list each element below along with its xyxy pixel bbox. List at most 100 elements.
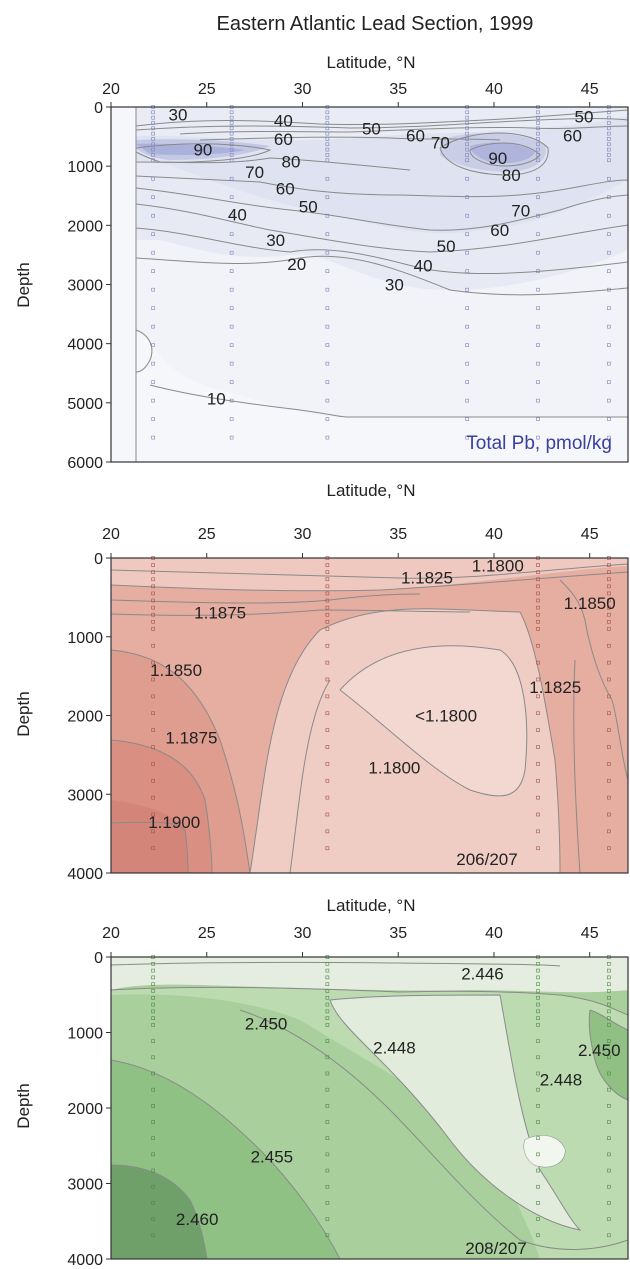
panel2-sample-marker (536, 660, 540, 665)
panel3-sample-marker (536, 1002, 540, 1007)
panel2-contour-1825 (249, 608, 521, 874)
panel1-contour-label: 80 (282, 152, 301, 171)
panel3-sample-marker (325, 1023, 330, 1027)
panel2-contour-b (110, 571, 629, 592)
panel2-sample-marker (325, 612, 330, 617)
panel3-sample-marker (151, 1023, 155, 1027)
panel1-sample-marker (229, 361, 234, 366)
panel2-sample-marker (325, 570, 330, 574)
panel3-contour-labels: 2.446 2.450 2.448 2.450 2.448 2.455 2.460 (176, 965, 621, 1229)
panel1-sample-marker (607, 306, 611, 310)
panel1-sample-marker (465, 232, 469, 237)
panel3-contour-east-b (588, 1009, 629, 1101)
panel3-sample-marker (325, 1152, 330, 1157)
panel2-sample-marker (325, 745, 330, 749)
panel2-sample-marker (536, 570, 540, 574)
panel1-sample-marker (325, 153, 330, 157)
panel1-sample-marker (465, 115, 469, 120)
panel1-sample-marker (151, 343, 155, 347)
panel2-sample-marker (325, 627, 330, 631)
panel2-contour-east (559, 579, 629, 781)
panel3-sample-marker (607, 961, 611, 966)
panel2-sample-marker (325, 619, 330, 624)
panel3-sample-marker (325, 1009, 330, 1014)
panel2-contour-1825-east (519, 611, 561, 874)
panel2-contour-label: 1.1825 (529, 678, 581, 697)
panel2-sample-marker (536, 627, 540, 631)
panel3-sample-marker (536, 1136, 540, 1140)
panel3-sample-marker (325, 995, 330, 1000)
panel1-contour-label: 30 (385, 276, 404, 295)
panel1-contour-label: 40 (274, 112, 293, 131)
panel1-sample-marker (229, 269, 234, 273)
panel1-contour-label: 90 (488, 149, 507, 168)
panel2-band-below-1180 (340, 645, 527, 796)
panel1-sample-marker (607, 158, 611, 163)
panel1-sample-marker (229, 142, 234, 147)
panel2-x-tick-label: 20 (102, 526, 120, 543)
panel3-sample-marker (607, 1152, 611, 1157)
panel1-contour-label: 10 (207, 390, 226, 409)
panel1-contour-label: 60 (490, 221, 509, 240)
panel1-sample-marker (151, 269, 155, 273)
panel3-sample-marker (325, 1039, 330, 1043)
panel3-sample-marker (151, 1136, 155, 1140)
panel3-sample-marker (325, 1002, 330, 1007)
panel1-sample-marker (465, 153, 469, 157)
panel1-y-tick-label: 5000 (67, 396, 103, 413)
panel2-sample-marker (607, 612, 611, 617)
panel2-sample-marker (325, 660, 330, 665)
panel1-x-axis-label: Latitude, °N (326, 53, 415, 72)
panel3-sample-marker (151, 1184, 155, 1189)
panel3-sample-marker (536, 1039, 540, 1043)
panel3-sample-marker (325, 1104, 330, 1108)
panel1-sample-marker (465, 121, 469, 125)
panel2-sample-marker (325, 728, 330, 732)
panel1-sample-marker (607, 250, 611, 255)
panel2-sample-marker (325, 762, 330, 766)
panel1-sample-marker (229, 110, 234, 115)
panel2-sample-marker (151, 846, 155, 851)
panel1-sample-marker (151, 417, 155, 421)
panel3-frame (110, 956, 629, 1260)
panel1-sample-marker (229, 287, 234, 292)
panel3-sample-marker (325, 968, 330, 973)
panel3-sample-marker (151, 1120, 155, 1124)
panel2-sample-marker (607, 619, 611, 624)
panel1-sample-marker (151, 324, 155, 329)
panel1-contour-label: 30 (169, 106, 188, 125)
panel1-contour-30b (135, 227, 629, 275)
panel1-sample-marker (536, 131, 540, 136)
panel1-sample-marker (536, 398, 540, 403)
panel3-sample-marker (151, 995, 155, 1000)
panel1-sample-marker (229, 115, 234, 120)
panel1-contour-50 (179, 125, 629, 135)
panel2-frame (110, 557, 629, 874)
panel1-sample-marker (151, 250, 155, 255)
panel1-contour-40 (135, 118, 629, 131)
panel3-y-ticks: 0 1000 2000 3000 4000 (67, 950, 111, 1269)
panel2-sample-marker (607, 728, 611, 732)
panel3-sample-marker (536, 968, 540, 973)
panel1-contour-60-upper (199, 136, 501, 141)
panel3-y-tick-label: 2000 (67, 1101, 103, 1118)
panel2-contour-1900 (110, 821, 189, 874)
panel1-sample-marker (465, 131, 469, 136)
panel3-sample-marker (536, 1087, 540, 1092)
panel1-sample-marker (536, 147, 540, 152)
panel1-sample-marker (229, 398, 234, 403)
panel1-sample-marker (536, 137, 540, 141)
panel2-sample-marker (325, 846, 330, 851)
panel1-sample-marker (229, 324, 234, 329)
panel2-plot-area: 1.1800 1.1825 1.1875 1.1850 1.1850 1.1825 <1.1… (110, 556, 629, 874)
panel1-sample-marker (325, 147, 330, 152)
panel2-sample-marker (151, 605, 155, 610)
panel3-contour-label: 2.450 (578, 1041, 621, 1060)
panel2-sample-marker (607, 577, 611, 582)
panel1-sample-marker (325, 158, 330, 163)
panel2-sample-marker (536, 829, 540, 834)
panel1-sample-marker (325, 126, 330, 131)
panel1-contour-label: 40 (414, 257, 433, 276)
panel2-contour-label: 1.1800 (472, 556, 524, 575)
panel1-contour-60 (135, 175, 629, 198)
